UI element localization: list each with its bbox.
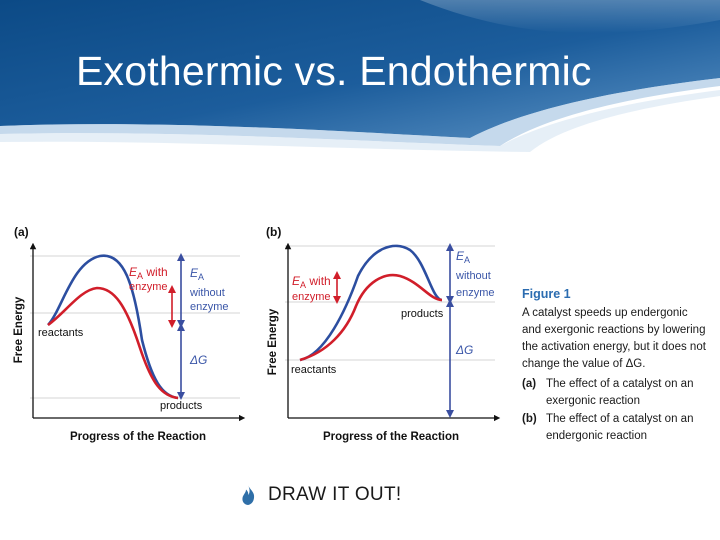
panel-a-delta-g-label: ΔG — [189, 353, 207, 367]
caption-a-tag: (a) — [522, 378, 536, 390]
caption-line-2: and exergonic reactions by lowering — [522, 324, 705, 336]
panel-a-ea-without-label-line3: enzyme — [190, 301, 229, 313]
caption-line-4: change the value of ΔG. — [522, 358, 645, 370]
panel-a-curve-without-enzyme — [47, 254, 179, 400]
panel-a-reactants-label: reactants — [38, 327, 84, 339]
panel-a-ea-with-label-line2: enzyme — [129, 281, 168, 293]
panel-b: (b) EA with enzyme EA without enzyme ΔG … — [266, 225, 501, 443]
panel-a-y-axis-label: Free Energy — [13, 296, 25, 363]
panel-b-ea-without-label: EA — [456, 249, 470, 265]
figure-caption: Figure 1 A catalyst speeds up endergonic… — [522, 287, 707, 442]
panel-b-reactants-label: reactants — [291, 364, 337, 376]
panel-b-ea-without-label-line3: enzyme — [456, 287, 495, 299]
panel-a-ea-with-label: EA with — [129, 265, 168, 281]
caption-b-line-1: The effect of a catalyst on an — [546, 413, 693, 425]
caption-a-line-1: The effect of a catalyst on an — [546, 378, 693, 390]
panel-a-x-axis-label: Progress of the Reaction — [70, 431, 206, 443]
panel-b-delta-g-label: ΔG — [455, 343, 473, 357]
panel-a-curve-with-enzyme — [47, 286, 179, 400]
panel-a-products-label: products — [160, 400, 203, 412]
caption-b-line-2: endergonic reaction — [546, 430, 647, 442]
slide-header: Exothermic vs. Endothermic — [0, 0, 720, 170]
caption-heading: Figure 1 — [522, 287, 571, 301]
panel-b-ea-without-label-line2: without — [455, 270, 491, 282]
catalyst-figure: (a) EA with enzyme EA without enzyme ΔG — [0, 200, 720, 460]
panel-b-ea-with-label-line2: enzyme — [292, 291, 331, 303]
panel-a-ea-without-label: EA — [190, 266, 204, 282]
panel-b-products-label: products — [401, 308, 444, 320]
bullet-item: DRAW IT OUT! — [238, 480, 401, 510]
panel-a: (a) EA with enzyme EA without enzyme ΔG — [13, 225, 246, 443]
panel-a-gridlines — [30, 255, 240, 399]
panel-a-ea-without-label-line2: without — [189, 287, 225, 299]
bullet-text: DRAW IT OUT! — [268, 484, 402, 505]
panel-a-tag: (a) — [14, 225, 29, 239]
panel-b-y-axis-label: Free Energy — [267, 308, 279, 375]
panel-b-ea-with-label: EA with — [292, 274, 331, 290]
panel-b-curve-with-enzyme — [299, 273, 443, 362]
caption-line-1: A catalyst speeds up endergonic — [522, 307, 688, 319]
header-background — [0, 0, 720, 152]
caption-a-line-2: exergonic reaction — [546, 395, 640, 407]
panel-b-x-axis-label: Progress of the Reaction — [323, 431, 459, 443]
caption-b-tag: (b) — [522, 413, 537, 425]
slide-title: Exothermic vs. Endothermic — [76, 48, 592, 94]
caption-line-3: the activation energy, but it does not — [522, 341, 707, 353]
panel-b-curve-without-enzyme — [299, 244, 443, 362]
figure-diagram: (a) EA with enzyme EA without enzyme ΔG — [13, 225, 707, 443]
flame-bullet-icon — [238, 484, 258, 506]
panel-b-tag: (b) — [266, 225, 281, 239]
